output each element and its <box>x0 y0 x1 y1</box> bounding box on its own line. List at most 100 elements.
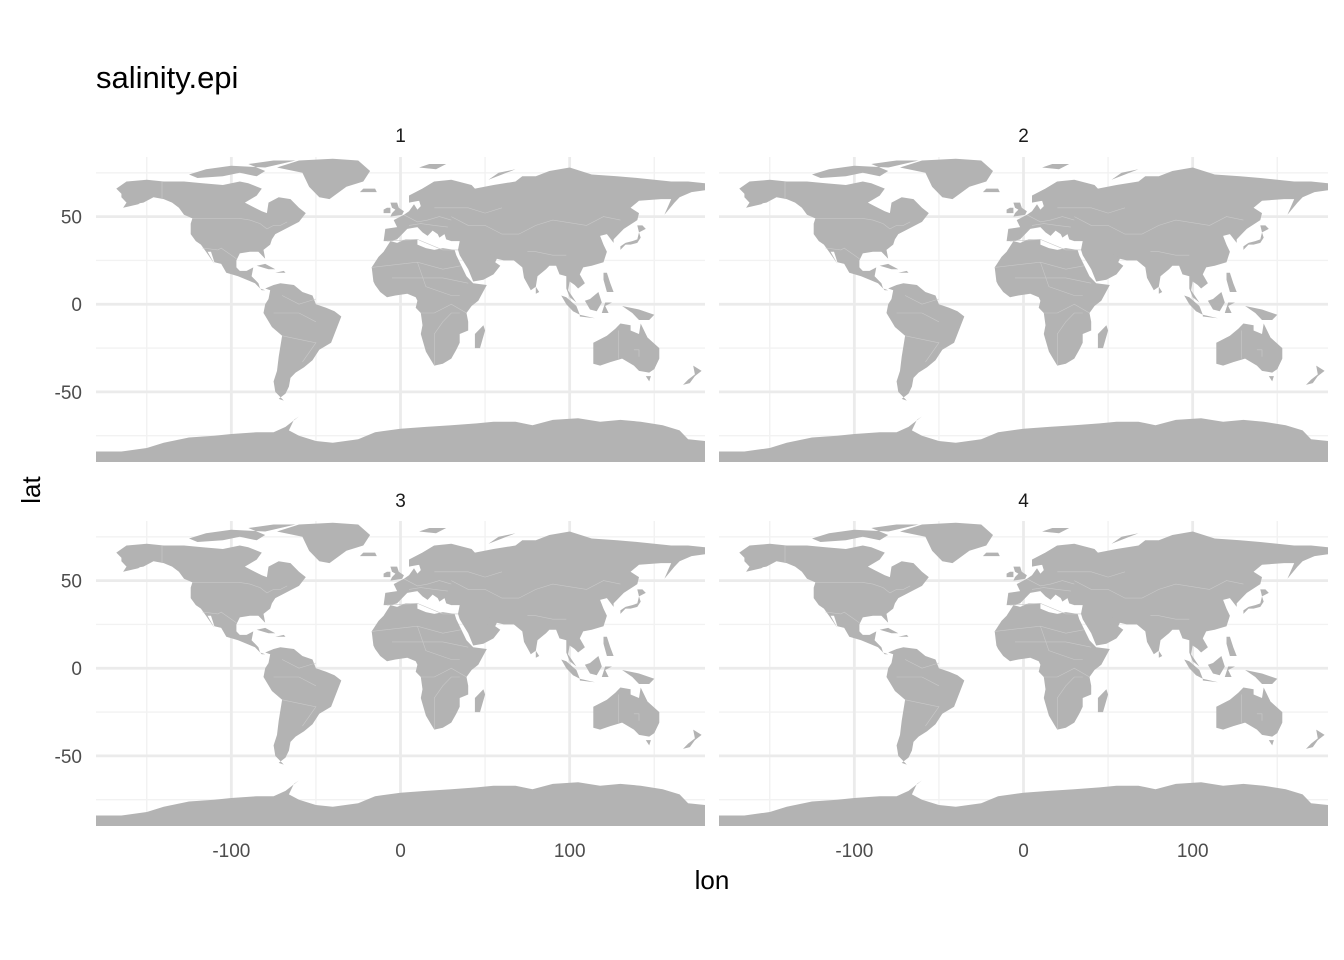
country-border <box>633 349 640 357</box>
country-border <box>386 603 458 615</box>
country-borders <box>784 545 1263 730</box>
country-border <box>434 571 503 578</box>
landmass-sri-lanka <box>1158 286 1163 294</box>
country-border <box>1057 676 1083 730</box>
country-border <box>434 207 503 214</box>
landmass-iceland <box>359 552 377 557</box>
map-panel-3: 3 50 0 -50 -100 0 100 <box>55 491 705 862</box>
country-border <box>1026 214 1075 223</box>
facet-strip-label: 3 <box>395 491 406 512</box>
landmass-novaya-zemlya <box>1111 533 1139 544</box>
country-border <box>433 676 460 730</box>
landmass-cuba <box>879 263 899 270</box>
landmass-sumatra <box>1184 659 1203 679</box>
country-border <box>451 580 621 599</box>
landmass-antarctica <box>96 416 705 462</box>
landmass-eurasia <box>383 531 705 667</box>
country-border <box>527 251 567 256</box>
landmass-north-america <box>739 179 929 291</box>
landmass-north-america <box>739 543 929 655</box>
country-border <box>281 659 316 669</box>
landmass-south-america <box>263 647 342 765</box>
landmass-sulawesi <box>1224 666 1235 677</box>
landmass-north-america <box>116 179 306 291</box>
landmass-greenland <box>900 522 993 564</box>
landmass-cuba <box>879 627 899 634</box>
y-tick-label: -50 <box>55 383 82 404</box>
landmass-arctic-islands <box>812 160 919 178</box>
country-border <box>1057 207 1126 214</box>
country-border <box>815 582 911 594</box>
country-border <box>1150 615 1190 620</box>
landmass-hispaniola <box>898 270 909 273</box>
land-layer <box>719 522 1328 826</box>
landmass-tasmania <box>645 740 651 746</box>
landmass-philippines <box>603 636 614 656</box>
landmass-novaya-zemlya <box>488 169 516 180</box>
country-border <box>1074 580 1244 599</box>
landmass-british-isles <box>390 566 404 581</box>
landmass-new-guinea <box>1245 306 1278 320</box>
country-border <box>1040 626 1083 660</box>
landmass-scandinavia-fill <box>1032 181 1075 203</box>
landmass-hispaniola <box>275 634 286 637</box>
country-border <box>273 312 317 323</box>
landmass-north-america <box>116 543 306 655</box>
landmass-sri-lanka <box>1158 650 1163 658</box>
country-border <box>905 335 940 363</box>
country-borders <box>161 181 640 366</box>
landmass-hispaniola <box>898 634 909 637</box>
landmass-madagascar <box>474 689 486 713</box>
x-tick-label: -100 <box>835 841 873 862</box>
landmass-java <box>1202 678 1218 683</box>
landmass-scandinavia-fill <box>409 181 452 203</box>
x-tick-label: 0 <box>395 841 406 862</box>
landmass-arabia-gulf <box>481 615 496 627</box>
country-border <box>1031 587 1071 592</box>
country-border <box>371 261 462 270</box>
x-tick-label: -100 <box>212 841 250 862</box>
y-tick-label: -50 <box>55 747 82 768</box>
country-border <box>392 277 469 284</box>
country-border <box>403 214 452 223</box>
landmass-africa <box>371 603 487 730</box>
facet-strip-label: 2 <box>1018 126 1029 147</box>
landmass-alaska-peninsula <box>123 564 144 572</box>
landmass-arabia-gulf <box>1104 251 1119 263</box>
landmass-ireland <box>1006 571 1014 578</box>
landmass-greenland <box>277 522 371 564</box>
landmass-sulawesi <box>601 302 612 313</box>
landmass-new-guinea <box>622 306 655 320</box>
landmass-madagascar <box>1097 689 1109 713</box>
y-tick-label: 50 <box>61 208 82 229</box>
country-border <box>420 667 467 678</box>
country-border <box>1031 223 1071 228</box>
landmass-tasmania <box>1268 740 1274 746</box>
landmass-ireland <box>1006 207 1014 214</box>
country-border <box>417 262 460 296</box>
y-tick-label: 0 <box>71 295 82 316</box>
country-border <box>527 615 567 620</box>
x-tick-label: 0 <box>1018 841 1029 862</box>
landmass-sulawesi <box>1224 302 1235 313</box>
country-border <box>433 312 460 366</box>
landmass-cuba <box>256 263 276 270</box>
country-border <box>825 247 860 259</box>
landmass-antarctica <box>96 780 705 826</box>
country-border <box>202 247 237 259</box>
country-border <box>994 261 1085 270</box>
land-layer <box>96 158 705 462</box>
landmass-africa <box>371 239 487 366</box>
landmass-africa <box>994 603 1110 730</box>
x-tick-label: 100 <box>1177 841 1209 862</box>
landmass-svalbard <box>1042 164 1070 170</box>
landmass-arabia-gulf <box>481 251 496 263</box>
landmass-alaska-peninsula <box>746 200 767 208</box>
landmass-australia <box>593 687 660 737</box>
landmass-new-guinea <box>1245 670 1278 684</box>
landmass-tasmania <box>645 376 651 382</box>
landmass-arabia-gulf <box>1104 615 1119 627</box>
landmass-greenland <box>900 158 993 200</box>
landmass-philippines <box>603 272 614 292</box>
landmass-sulawesi <box>601 666 612 677</box>
